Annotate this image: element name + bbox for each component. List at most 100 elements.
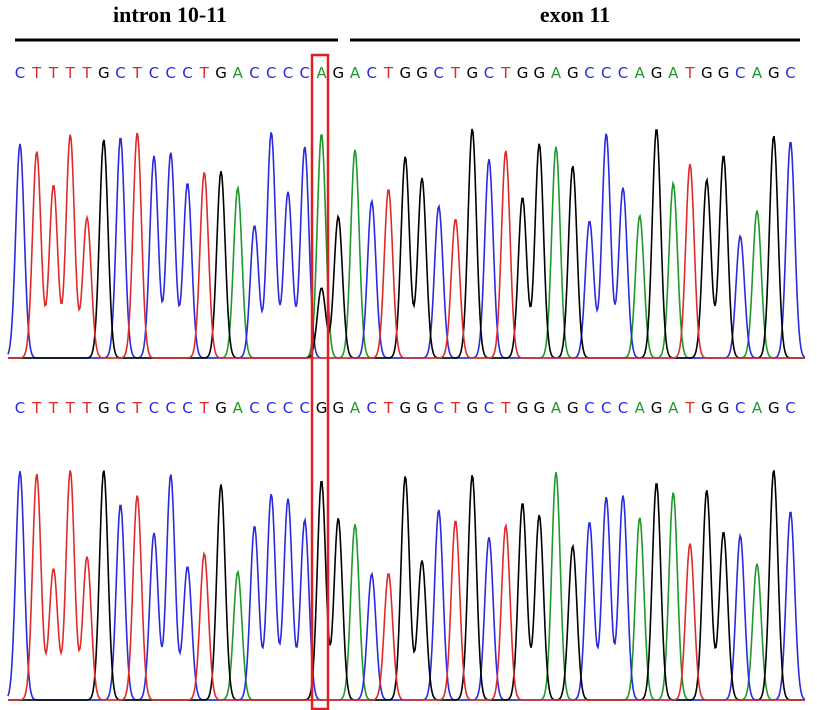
intron-label: intron 10-11 [113, 2, 227, 27]
base-call: T [65, 399, 76, 417]
base-call: T [199, 399, 210, 417]
base-call: G [768, 399, 780, 417]
base-call: T [383, 64, 394, 82]
base-call: C [584, 399, 594, 417]
base-call: C [166, 64, 176, 82]
base-call: T [48, 399, 59, 417]
base-call: C [115, 399, 125, 417]
base-call: G [718, 399, 730, 417]
base-call: G [701, 64, 713, 82]
base-call: G [651, 64, 663, 82]
base-call: T [31, 64, 42, 82]
trace-t [8, 471, 805, 701]
base-call: G [416, 399, 428, 417]
base-call: C [601, 399, 611, 417]
base-call: C [434, 64, 444, 82]
base-call: G [567, 64, 579, 82]
base-call: C [785, 64, 795, 82]
base-call: T [132, 64, 143, 82]
base-call: C [367, 64, 377, 82]
base-call: A [233, 399, 244, 417]
base-call: G [517, 399, 529, 417]
base-call: G [533, 64, 545, 82]
base-call: T [383, 399, 394, 417]
base-call: T [500, 399, 511, 417]
base-call: A [233, 64, 244, 82]
base-call: C [283, 64, 293, 82]
base-call: G [533, 399, 545, 417]
base-call: C [15, 64, 25, 82]
base-call: C [266, 399, 276, 417]
base-call: C [601, 64, 611, 82]
base-call: A [752, 399, 763, 417]
trace-a [8, 472, 805, 700]
base-call: C [300, 64, 310, 82]
base-call: G [768, 64, 780, 82]
base-call: G [332, 64, 344, 82]
base-call: G [517, 64, 529, 82]
base-call: G [567, 399, 579, 417]
chromatogram-figure: intron 10-11 exon 11 CTTTTGCTCCCTGACCCCA… [0, 0, 817, 710]
base-call: T [450, 399, 461, 417]
base-call: C [735, 399, 745, 417]
base-call: C [484, 399, 494, 417]
base-call: A [668, 399, 679, 417]
base-call: G [466, 399, 478, 417]
base-call: A [350, 399, 361, 417]
base-call: C [15, 399, 25, 417]
base-call: T [31, 399, 42, 417]
base-call: G [98, 399, 110, 417]
base-call: T [199, 64, 210, 82]
base-call: G [215, 399, 227, 417]
base-call: C [484, 64, 494, 82]
base-call: T [81, 64, 92, 82]
base-call: T [684, 399, 695, 417]
base-call: A [316, 64, 327, 82]
base-call: C [735, 64, 745, 82]
base-call: C [149, 64, 159, 82]
base-call: T [132, 399, 143, 417]
base-call: G [466, 64, 478, 82]
base-call: C [182, 399, 192, 417]
base-call: A [668, 64, 679, 82]
base-call: G [98, 64, 110, 82]
base-call: A [551, 399, 562, 417]
base-call: C [166, 399, 176, 417]
base-call: T [48, 64, 59, 82]
exon-label: exon 11 [540, 2, 610, 27]
base-call: A [551, 64, 562, 82]
base-call: G [416, 64, 428, 82]
base-call: C [584, 64, 594, 82]
base-call: G [332, 399, 344, 417]
base-call: A [635, 399, 646, 417]
base-call: C [249, 399, 259, 417]
base-call: C [249, 64, 259, 82]
base-call: C [434, 399, 444, 417]
base-call: A [752, 64, 763, 82]
base-call: T [65, 64, 76, 82]
base-call: T [450, 64, 461, 82]
base-call: C [785, 399, 795, 417]
base-call: G [316, 399, 328, 417]
page: {"header": {"left": "intron 10-11", "rig… [0, 0, 817, 710]
base-call: C [618, 399, 628, 417]
base-call: C [283, 399, 293, 417]
base-call: G [215, 64, 227, 82]
base-call: A [635, 64, 646, 82]
base-call: A [350, 64, 361, 82]
base-call: G [651, 399, 663, 417]
trace-g [8, 470, 805, 700]
base-call: C [367, 399, 377, 417]
base-call: C [115, 64, 125, 82]
base-call: T [684, 64, 695, 82]
base-call: C [618, 64, 628, 82]
base-call: C [300, 399, 310, 417]
base-call: T [81, 399, 92, 417]
base-call: G [399, 399, 411, 417]
base-call: G [399, 64, 411, 82]
base-call: C [182, 64, 192, 82]
base-call: G [701, 399, 713, 417]
trace-c [8, 471, 805, 700]
base-call: G [718, 64, 730, 82]
